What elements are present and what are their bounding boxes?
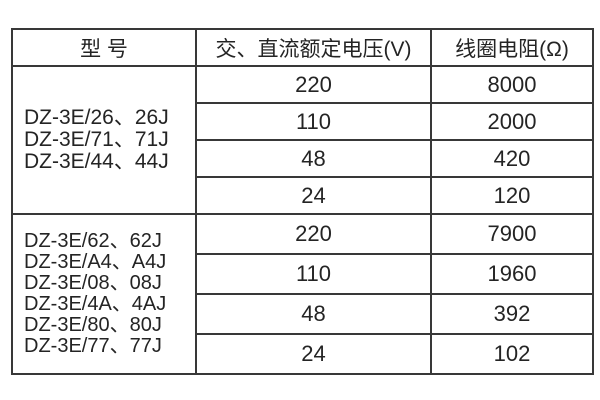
table-row: 24 102 [12,333,594,375]
model-label: DZ-3E/A4、A4J [24,251,167,273]
model-label: DZ-3E/4A、4AJ [24,293,167,315]
resistance-cell: 1960 [430,253,594,295]
resistance-cell: 102 [430,333,594,375]
resistance-cell: 420 [430,139,594,178]
model-label: DZ-3E/77、77J [24,335,162,357]
model-label: DZ-3E/62、62J [24,230,162,252]
model-stack: DZ-3E/26、26J DZ-3E/71、71J DZ-3E/44、44J [13,105,195,176]
model-cell-section-2: DZ-3E/62、62J DZ-3E/A4、A4J DZ-3E/08、08J D… [11,213,197,375]
table-row: DZ-3E/62、62J DZ-3E/A4、A4J DZ-3E/08、08J D… [11,213,594,375]
voltage-cell: 110 [195,253,432,295]
model-label: DZ-3E/44、44J [24,150,169,174]
table-row: 48 420 [12,139,594,178]
resistance-cell: 120 [430,176,594,215]
voltage-cell: 110 [195,102,432,141]
resistance-cell: 8000 [430,65,594,104]
model-group: DZ-3E/A4、A4J DZ-3E/08、08J [24,252,195,294]
model-label: DZ-3E/26、26J [24,105,169,129]
voltage-cell: 48 [195,139,432,178]
voltage-cell: 48 [195,293,432,335]
model-group: DZ-3E/26、26J [24,105,195,129]
voltage-cell: 220 [195,213,432,255]
column-header-model: 型 号 [11,28,197,67]
table-row: 48 392 [12,293,594,335]
model-group: DZ-3E/71、71J [24,127,195,151]
table-row: 24 120 [12,176,594,215]
model-group: DZ-3E/44、44J [24,150,195,174]
model-cell-section-1: DZ-3E/26、26J DZ-3E/71、71J DZ-3E/44、44J [11,65,197,215]
table-row: 110 1960 [12,253,594,295]
column-header-voltage: 交、直流额定电压(V) [195,28,432,67]
table-row: DZ-3E/26、26J DZ-3E/71、71J DZ-3E/44、44J 2… [11,65,594,215]
relay-spec-table: 型 号 交、直流额定电压(V) 线圈电阻(Ω) DZ-3E/26、26J DZ-… [11,28,594,375]
model-group: DZ-3E/4A、4AJ DZ-3E/80、80J [24,294,195,336]
model-label: DZ-3E/71、71J [24,127,169,151]
model-stack: DZ-3E/62、62J DZ-3E/A4、A4J DZ-3E/08、08J D… [13,229,195,359]
model-group: DZ-3E/77、77J [24,336,195,357]
voltage-cell: 220 [195,65,432,104]
resistance-cell: 2000 [430,102,594,141]
resistance-cell: 392 [430,293,594,335]
column-header-resistance: 线圈电阻(Ω) [430,28,594,67]
voltage-cell: 24 [195,333,432,375]
table-row: 110 2000 [12,102,594,141]
model-label: DZ-3E/80、80J [24,314,162,336]
model-group: DZ-3E/62、62J [24,231,195,252]
resistance-cell: 7900 [430,213,594,255]
model-label: DZ-3E/08、08J [24,272,162,294]
voltage-cell: 24 [195,176,432,215]
header-row: 型 号 交、直流额定电压(V) 线圈电阻(Ω) [11,28,594,67]
